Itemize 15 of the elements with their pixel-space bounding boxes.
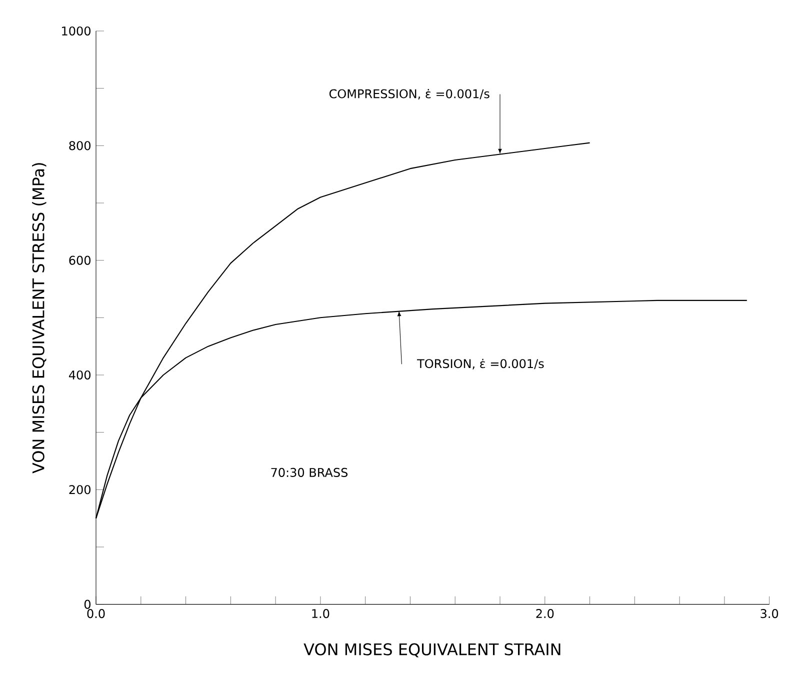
annotation: 70:30 BRASS xyxy=(271,468,348,477)
y-tick-label: 600 xyxy=(69,256,90,265)
annotation: COMPRESSION, ε̇ =0.001/s xyxy=(329,88,490,100)
x-tick-label: 0.0 xyxy=(87,609,105,618)
y-tick-label: 1000 xyxy=(62,26,90,36)
x-axis-title: VON MISES EQUIVALENT STRAIN xyxy=(304,643,560,658)
y-tick-label: 400 xyxy=(68,370,90,380)
x-tick-label: 1.0 xyxy=(312,609,330,618)
x-tick-label: 3.0 xyxy=(760,609,778,618)
y-tick-label: 800 xyxy=(69,141,90,150)
y-tick-label: 0 xyxy=(84,600,90,609)
y-axis-title: VON MISES EQUIVALENT STRESS (MPa) xyxy=(32,163,46,474)
annotation: TORSION, ε̇ =0.001/s xyxy=(417,358,544,370)
x-tick-label: 2.0 xyxy=(536,609,554,618)
y-tick-label: 200 xyxy=(69,485,90,494)
